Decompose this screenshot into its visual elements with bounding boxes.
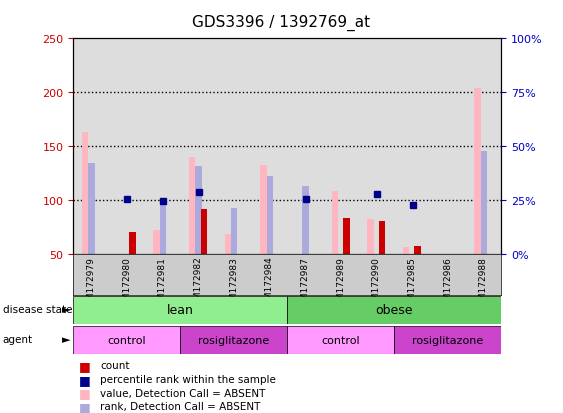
Bar xyxy=(260,166,267,254)
Text: GSM172985: GSM172985 xyxy=(408,256,417,311)
Bar xyxy=(474,89,481,254)
Bar xyxy=(200,210,207,254)
Bar xyxy=(225,235,231,254)
Text: GSM172989: GSM172989 xyxy=(336,256,345,311)
Bar xyxy=(394,326,501,354)
Bar xyxy=(287,326,394,354)
Text: GSM172986: GSM172986 xyxy=(443,256,452,311)
Text: ■: ■ xyxy=(79,373,91,386)
Bar xyxy=(403,247,409,254)
Bar xyxy=(195,167,202,254)
Text: GSM172987: GSM172987 xyxy=(301,256,310,311)
Text: ■: ■ xyxy=(79,386,91,399)
Bar xyxy=(73,326,180,354)
Bar xyxy=(267,177,273,254)
Bar xyxy=(379,222,385,254)
Bar xyxy=(160,202,166,254)
Bar xyxy=(82,133,88,254)
Bar xyxy=(73,296,287,324)
Bar xyxy=(180,326,287,354)
Text: control: control xyxy=(321,335,360,345)
Text: GSM172984: GSM172984 xyxy=(265,256,274,311)
Text: ►: ► xyxy=(62,335,71,344)
Bar xyxy=(88,164,95,254)
Text: GSM172980: GSM172980 xyxy=(122,256,131,311)
Text: rosiglitazone: rosiglitazone xyxy=(412,335,483,345)
Text: GSM172981: GSM172981 xyxy=(158,256,167,311)
Bar xyxy=(231,209,238,254)
Bar xyxy=(129,233,136,254)
Text: rosiglitazone: rosiglitazone xyxy=(198,335,269,345)
Bar xyxy=(481,152,487,254)
Text: GSM172979: GSM172979 xyxy=(87,256,96,311)
Bar xyxy=(367,220,374,254)
Bar xyxy=(153,230,160,254)
Text: GDS3396 / 1392769_at: GDS3396 / 1392769_at xyxy=(193,14,370,31)
Text: lean: lean xyxy=(167,304,194,317)
Bar xyxy=(332,192,338,254)
Text: GSM172988: GSM172988 xyxy=(479,256,488,311)
Text: obese: obese xyxy=(376,304,413,317)
Text: control: control xyxy=(108,335,146,345)
Text: percentile rank within the sample: percentile rank within the sample xyxy=(100,374,276,384)
Text: ■: ■ xyxy=(79,400,91,413)
Text: ►: ► xyxy=(62,305,71,315)
Bar xyxy=(287,296,501,324)
Text: disease state: disease state xyxy=(3,305,72,315)
Bar xyxy=(302,186,309,254)
Bar xyxy=(189,157,195,254)
Bar xyxy=(414,247,421,254)
Text: GSM172982: GSM172982 xyxy=(194,256,203,311)
Text: count: count xyxy=(100,361,129,370)
Text: GSM172983: GSM172983 xyxy=(229,256,238,311)
Text: agent: agent xyxy=(3,335,33,344)
Text: rank, Detection Call = ABSENT: rank, Detection Call = ABSENT xyxy=(100,401,261,411)
Text: value, Detection Call = ABSENT: value, Detection Call = ABSENT xyxy=(100,388,266,398)
Text: ■: ■ xyxy=(79,359,91,372)
Bar xyxy=(343,218,350,254)
Text: GSM172990: GSM172990 xyxy=(372,256,381,311)
